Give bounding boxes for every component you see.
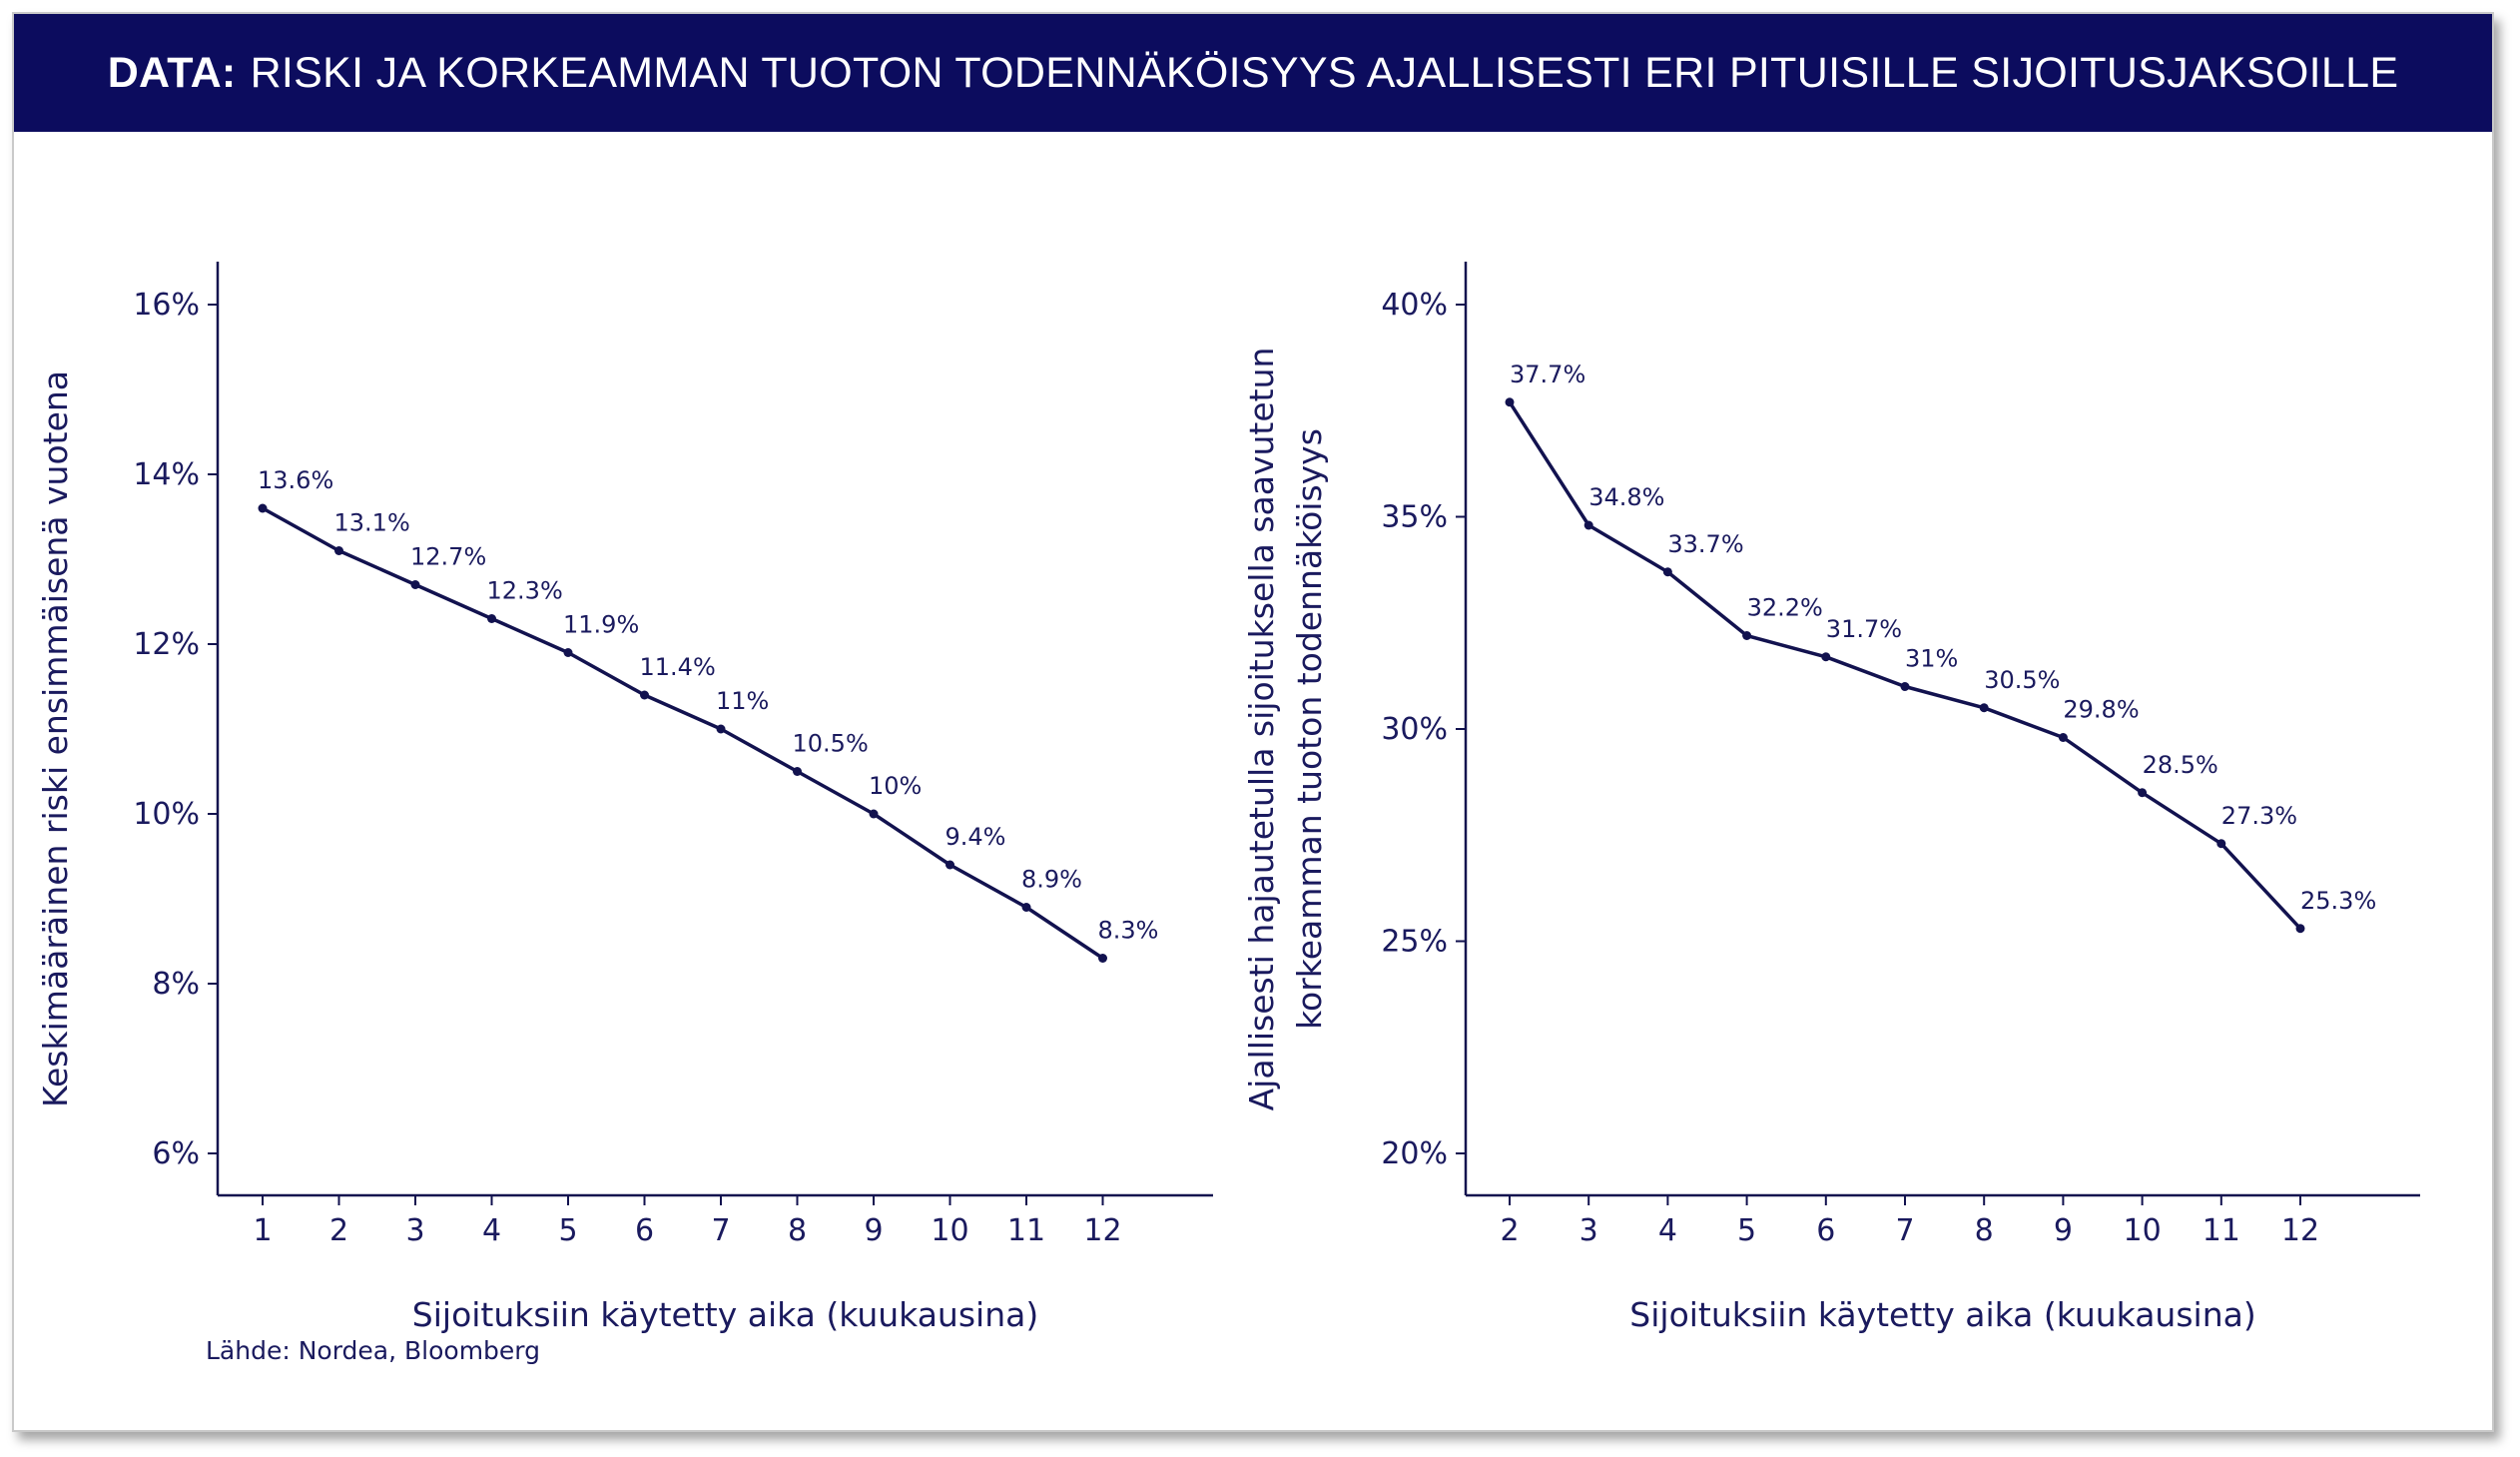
chart1-x-tick-label: 7: [711, 1213, 730, 1248]
chart2-y-tick-label: 25%: [1381, 925, 1448, 960]
chart2-data-label: 31%: [1905, 645, 1958, 673]
chart1-data-point: [869, 809, 879, 819]
chart1-data-point: [793, 767, 802, 776]
title-banner: DATA: RISKI JA KORKEAMMAN TUOTON TODENNÄ…: [14, 14, 2492, 132]
chart1-y-tick-label: 8%: [152, 967, 200, 1002]
chart1-data-point: [334, 546, 343, 555]
chart1-data-point: [258, 503, 268, 513]
chart2-data-point: [1979, 703, 1989, 713]
chart1-x-tick-label: 1: [253, 1213, 272, 1248]
chart1-x-tick-label: 9: [864, 1213, 883, 1248]
source-note: Lähde: Nordea, Bloomberg: [206, 1336, 541, 1365]
chart2-y-axis-label: Ajallisesti hajautetulla sijoituksella s…: [1242, 348, 1281, 1111]
chart2-data-point: [1900, 682, 1910, 691]
chart1-data-label: 10%: [869, 772, 922, 800]
chart1-data-point: [640, 690, 649, 700]
chart2-x-axis-label: Sijoituksiin käytetty aika (kuukausina): [1629, 1295, 2255, 1334]
chart1-x-tick-label: 2: [329, 1213, 348, 1248]
chart1-x-tick-label: 3: [405, 1213, 424, 1248]
chart2-data-label: 31.7%: [1826, 615, 1902, 643]
chart1-x-axis-label: Sijoituksiin käytetty aika (kuukausina): [412, 1295, 1038, 1334]
chart1-data-label: 11.4%: [640, 653, 716, 681]
chart2-data-label: 37.7%: [1510, 361, 1585, 388]
chart2-data-point: [2295, 924, 2305, 934]
chart1-data-label: 10.5%: [793, 730, 869, 758]
chart1-data-label: 13.6%: [258, 466, 333, 494]
chart2-data-label: 30.5%: [1984, 666, 2060, 694]
chart2-data-label: 32.2%: [1747, 594, 1823, 622]
chart2-y-tick-label: 20%: [1381, 1136, 1448, 1171]
chart2-data-point: [1505, 397, 1515, 407]
chart2-x-tick-label: 4: [1658, 1213, 1677, 1248]
chart2-data-label: 27.3%: [2221, 802, 2297, 830]
chart2-x-tick-label: 12: [2281, 1213, 2319, 1248]
chart2-data-label: 25.3%: [2300, 887, 2376, 915]
chart1-data-point: [1021, 903, 1031, 912]
chart2-x-tick-label: 5: [1737, 1213, 1756, 1248]
chart1-data-point: [1098, 954, 1107, 963]
chart2-data-point: [2058, 733, 2068, 742]
chart2-data-point: [1821, 652, 1831, 662]
chart2-data-point: [1662, 567, 1672, 577]
chart1-data-label: 8.3%: [1098, 917, 1159, 945]
chart1-data-point: [716, 724, 726, 734]
chart2-y-axis-label: korkeamman tuoton todennäköisyys: [1290, 428, 1329, 1030]
chart1-y-tick-label: 12%: [133, 627, 200, 662]
chart1-y-tick-label: 16%: [133, 288, 200, 323]
chart1-y-axis-label: Keskimääräinen riski ensimmäisenä vuoten…: [36, 370, 75, 1107]
chart2-x-tick-label: 9: [2054, 1213, 2073, 1248]
chart2-x-tick-label: 2: [1500, 1213, 1519, 1248]
chart2-x-tick-label: 11: [2203, 1213, 2240, 1248]
chart1-data-label: 12.3%: [487, 577, 563, 605]
chart2-y-tick-label: 35%: [1381, 500, 1448, 535]
chart2-x-tick-label: 6: [1816, 1213, 1835, 1248]
chart2-data-point: [2138, 788, 2148, 798]
chart1-series-line: [262, 506, 1104, 960]
banner-title: RISKI JA KORKEAMMAN TUOTON TODENNÄKÖISYY…: [250, 48, 2399, 97]
chart2-data-label: 28.5%: [2143, 751, 2218, 779]
chart1-data-label: 8.9%: [1021, 866, 1082, 894]
chart1-x-tick-label: 4: [482, 1213, 501, 1248]
chart2-x-tick-label: 3: [1579, 1213, 1598, 1248]
chart1-data-label: 13.1%: [334, 509, 410, 537]
chart2-data-label: 34.8%: [1588, 483, 1664, 511]
chart1-y-tick-label: 6%: [152, 1136, 200, 1171]
chart1-data-label: 11%: [716, 687, 769, 715]
chart2-y-tick-label: 40%: [1381, 288, 1448, 323]
chart1-y-tick-label: 10%: [133, 797, 200, 832]
chart1-data-point: [487, 614, 496, 623]
chart2-data-point: [1583, 520, 1593, 530]
chart1-data-label: 9.4%: [945, 823, 1006, 851]
chart2-data-label: 33.7%: [1667, 530, 1743, 558]
chart1-x-tick-label: 10: [931, 1213, 968, 1248]
chart2-data-label: 29.8%: [2063, 696, 2139, 724]
chart1-data-point: [563, 648, 573, 657]
chart2-x-tick-label: 7: [1895, 1213, 1914, 1248]
chart1-x-tick-label: 12: [1083, 1213, 1121, 1248]
chart2-x-tick-label: 10: [2124, 1213, 2162, 1248]
chart1-data-label: 11.9%: [563, 611, 639, 639]
chart1-y-tick-label: 14%: [133, 457, 200, 492]
chart1-x-tick-label: 6: [635, 1213, 654, 1248]
chart1-data-point: [945, 860, 954, 870]
chart1-x-tick-label: 8: [788, 1213, 807, 1248]
chart1-data-point: [410, 580, 420, 589]
chart2-data-point: [2216, 839, 2226, 849]
banner-prefix: DATA:: [107, 48, 237, 97]
chart2-data-point: [1742, 631, 1752, 640]
chart1-x-tick-label: 5: [558, 1213, 577, 1248]
chart1-data-label: 12.7%: [410, 543, 486, 571]
chart2-y-tick-label: 30%: [1381, 712, 1448, 747]
chart2-x-tick-label: 8: [1975, 1213, 1994, 1248]
chart1-x-tick-label: 11: [1007, 1213, 1045, 1248]
